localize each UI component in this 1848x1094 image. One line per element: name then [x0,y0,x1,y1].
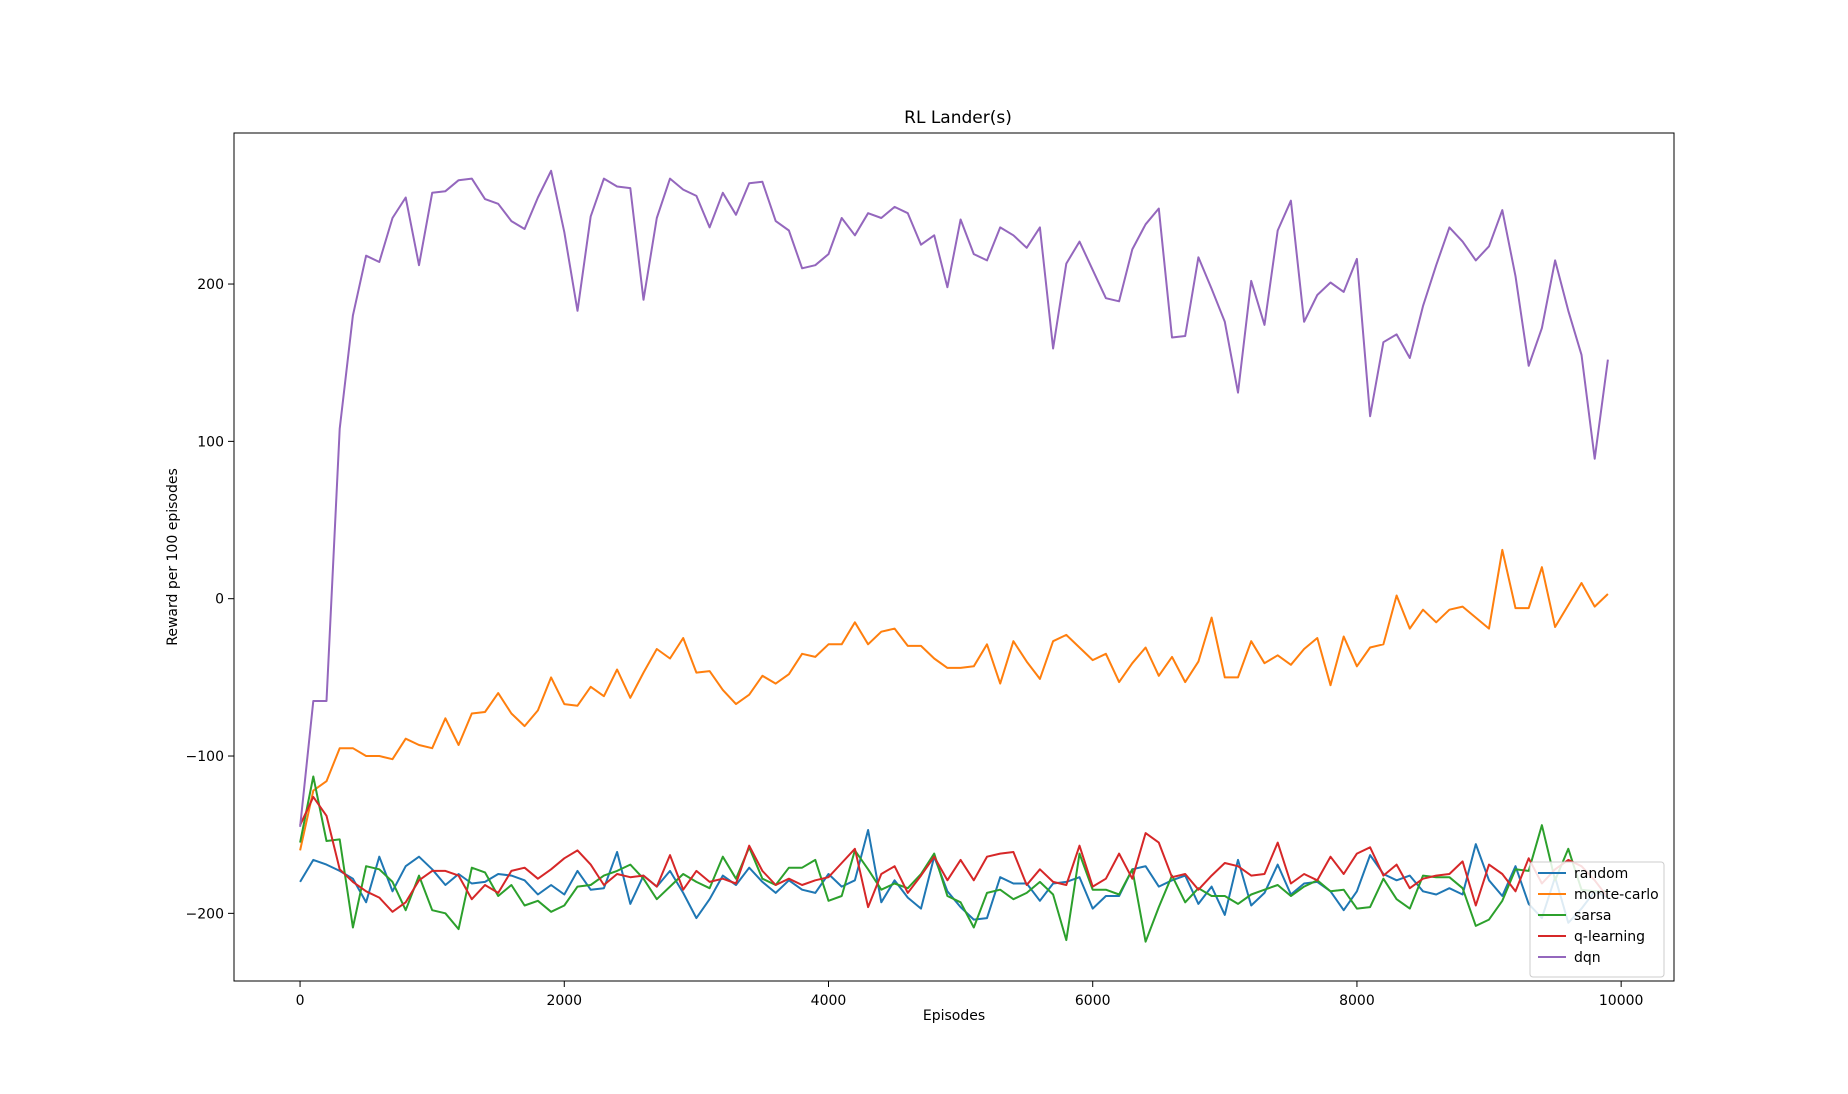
y-tick-label: 200 [197,277,224,293]
legend-label-q-learning: q-learning [1574,929,1645,945]
x-axis: 0 2000 4000 6000 8000 10000 [296,981,1644,1009]
x-tick-label: 10000 [1599,993,1644,1009]
legend-label-random: random [1574,866,1628,882]
legend-box [1529,861,1665,978]
legend-label-sarsa: sarsa [1574,908,1612,924]
y-tick-label: 100 [197,434,224,450]
legend: random monte-carlo sarsa q-learning dqn [1529,861,1665,978]
y-tick-label: −200 [186,906,224,922]
x-tick-label: 8000 [1339,993,1375,1009]
y-tick-label: 0 [215,592,224,608]
series-line-monte-carlo [299,548,1609,851]
legend-label-monte-carlo: monte-carlo [1574,887,1659,903]
x-tick-label: 2000 [546,993,582,1009]
series-line-random [299,829,1609,924]
x-axis-label: Episodes [923,1008,985,1024]
series-line-sarsa [299,775,1608,943]
legend-label-dqn: dqn [1574,950,1601,966]
y-tick-label: −100 [186,749,224,765]
series-layer [299,169,1609,943]
y-axis-label: Reward per 100 episodes [165,468,181,646]
plot-frame [233,132,1675,982]
x-tick-label: 6000 [1075,993,1111,1009]
y-axis: −200 −100 0 100 200 [186,277,234,922]
chart-title: RL Lander(s) [904,108,1012,128]
x-tick-label: 4000 [811,993,847,1009]
series-line-q-learning [299,795,1609,913]
x-tick-label: 0 [296,993,305,1009]
series-line-dqn [299,169,1609,827]
